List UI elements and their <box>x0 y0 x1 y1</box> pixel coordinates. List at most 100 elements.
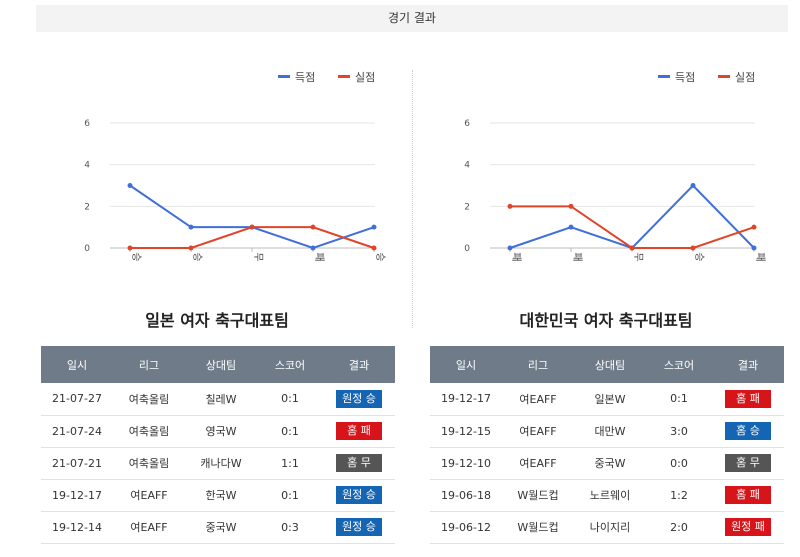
opponent-cell: 나이지리 <box>574 511 646 544</box>
legend-label: 실점 <box>355 71 375 84</box>
series-line-scored <box>129 184 375 250</box>
table-row: 19-06-18 W월드컵 노르웨이 1:2 홈 패 <box>430 479 784 512</box>
table-row: 19-06-12 W월드컵 나이지리 2:0 원정 패 <box>430 511 784 544</box>
x-tick-label: 승 <box>374 252 386 261</box>
x-tick-label: 승 <box>693 252 705 261</box>
column-header-score: 스코어 <box>646 346 712 383</box>
data-point-scored <box>507 245 513 251</box>
result-badge: 홈 패 <box>336 422 382 440</box>
column-header-league: 리그 <box>113 346 185 383</box>
table-row: 21-07-27 여축올림 칠레W 0:1 원정 승 <box>41 383 395 416</box>
score-cell: 0:3 <box>257 511 323 544</box>
x-tick-label: 패 <box>313 252 325 261</box>
column-header-result: 결과 <box>323 346 395 383</box>
section-header: 경기 결과 <box>36 5 788 32</box>
y-tick-label: 0 <box>84 244 90 254</box>
x-tick-label: 승 <box>191 252 203 261</box>
date-cell: 21-07-24 <box>41 415 113 448</box>
result-cell: 홈 승 <box>712 415 784 448</box>
data-point-scored <box>690 183 696 188</box>
score-cell: 0:1 <box>257 479 323 512</box>
legend-label: 실점 <box>735 71 755 84</box>
left-team-results-chart-svg: 득점 실점 0 2 4 6 승 승 무 패 승 <box>84 71 386 262</box>
data-point-scored <box>568 224 574 230</box>
league-cell: 여축올림 <box>113 447 185 480</box>
league-cell: 여EAFF <box>113 511 185 544</box>
right-team-title: 대한민국 여자 축구대표팀 <box>519 311 693 330</box>
series-line-conceded <box>510 205 755 249</box>
data-point-conceded <box>310 224 316 230</box>
opponent-cell: 대만W <box>574 415 646 448</box>
opponent-cell: 한국W <box>185 479 257 512</box>
result-badge: 홈 패 <box>725 389 771 408</box>
score-cell: 0:0 <box>646 447 712 480</box>
data-point-scored <box>310 245 316 251</box>
league-cell: 여EAFF <box>113 479 185 512</box>
result-cell: 원정 패 <box>712 511 784 544</box>
y-tick-label: 0 <box>464 244 470 254</box>
data-point-conceded <box>751 224 757 230</box>
y-tick-label: 6 <box>464 119 470 129</box>
y-tick-label: 2 <box>464 202 470 212</box>
league-cell: 여축올림 <box>113 415 185 448</box>
result-badge: 홈 패 <box>725 486 771 504</box>
score-cell: 0:1 <box>257 383 323 416</box>
legend-swatch <box>658 75 670 78</box>
data-point-conceded <box>507 203 513 209</box>
data-point-conceded <box>568 203 574 209</box>
y-tick-label: 6 <box>84 119 90 129</box>
right-team-results-chart-svg: 득점 실점 0 2 4 6 패 패 무 승 패 <box>464 71 766 262</box>
date-cell: 19-12-17 <box>41 479 113 512</box>
column-header-opponent: 상대팀 <box>185 346 257 383</box>
result-badge: 원정 승 <box>336 389 382 408</box>
date-cell: 19-12-17 <box>430 383 502 416</box>
opponent-cell: 노르웨이 <box>574 479 646 512</box>
column-header-result: 결과 <box>712 346 784 383</box>
left-team-title: 일본 여자 축구대표팀 <box>145 311 289 330</box>
result-cell: 원정 승 <box>323 479 395 512</box>
date-cell: 19-12-10 <box>430 447 502 480</box>
legend-label: 득점 <box>675 71 695 84</box>
left-team-results-chart: 득점 실점 0 2 4 6 승 승 무 패 승 <box>20 60 410 275</box>
result-cell: 원정 승 <box>323 383 395 416</box>
table-header-row: 일시 리그 상대팀 스코어 결과 <box>430 346 784 383</box>
table-row: 21-07-24 여축올림 영국W 0:1 홈 패 <box>41 415 395 448</box>
y-tick-label: 4 <box>464 161 470 171</box>
legend-swatch <box>338 75 350 78</box>
data-point-scored <box>751 245 757 251</box>
table-row: 19-12-15 여EAFF 대만W 3:0 홈 승 <box>430 415 784 448</box>
x-tick-label: 패 <box>754 252 766 261</box>
opponent-cell: 영국W <box>185 415 257 448</box>
y-tick-label: 4 <box>84 161 90 171</box>
opponent-cell: 중국W <box>185 511 257 544</box>
x-tick-label: 무 <box>252 252 263 261</box>
league-cell: 여EAFF <box>502 383 574 416</box>
table-row: 19-12-10 여EAFF 중국W 0:0 홈 무 <box>430 447 784 480</box>
score-cell: 1:2 <box>646 479 712 512</box>
table-row: 19-12-14 여EAFF 중국W 0:3 원정 승 <box>41 511 395 544</box>
column-divider <box>412 70 413 328</box>
league-cell: W월드컵 <box>502 479 574 512</box>
result-cell: 원정 승 <box>323 511 395 544</box>
league-cell: 여EAFF <box>502 447 574 480</box>
result-cell: 홈 패 <box>712 479 784 512</box>
data-point-conceded <box>188 245 194 251</box>
date-cell: 19-06-18 <box>430 479 502 512</box>
column-header-date: 일시 <box>41 346 113 383</box>
opponent-cell: 일본W <box>574 383 646 416</box>
result-badge: 홈 승 <box>725 422 771 440</box>
league-cell: W월드컵 <box>502 511 574 544</box>
result-badge: 홈 무 <box>725 454 771 472</box>
series-line-conceded <box>130 226 375 249</box>
date-cell: 21-07-27 <box>41 383 113 416</box>
data-point-conceded <box>629 245 635 251</box>
score-cell: 0:1 <box>646 383 712 416</box>
data-point-conceded <box>249 224 255 230</box>
y-tick-label: 2 <box>84 202 90 212</box>
date-cell: 19-06-12 <box>430 511 502 544</box>
legend-label: 득점 <box>295 71 315 84</box>
x-tick-label: 승 <box>130 252 142 261</box>
result-badge: 원정 승 <box>336 486 382 504</box>
